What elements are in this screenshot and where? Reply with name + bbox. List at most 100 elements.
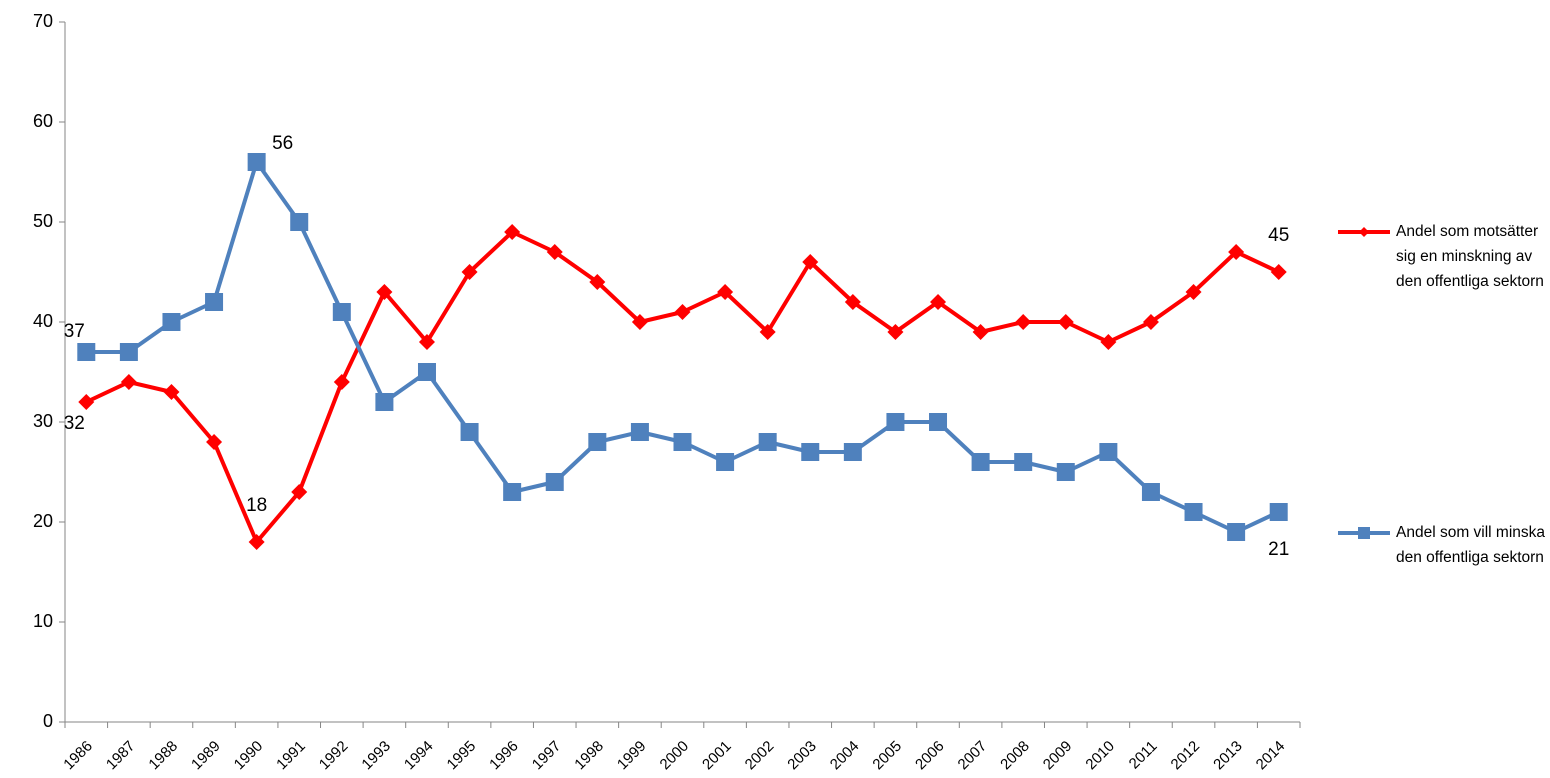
- marker: [162, 313, 181, 331]
- marker: [1227, 523, 1246, 541]
- marker: [716, 453, 735, 471]
- marker: [119, 343, 138, 361]
- x-tick-label: 1993: [358, 738, 394, 774]
- x-tick-label: 1994: [401, 738, 437, 774]
- marker: [163, 384, 180, 400]
- x-tick-label: 1998: [571, 738, 607, 774]
- marker: [291, 484, 308, 500]
- x-tick-label: 1990: [231, 738, 267, 774]
- x-tick-label: 2005: [869, 738, 905, 774]
- marker: [759, 324, 776, 340]
- y-tick-label: 10: [33, 611, 53, 631]
- marker: [886, 413, 905, 431]
- marker: [417, 363, 436, 381]
- marker: [717, 284, 734, 300]
- x-tick-label: 1989: [188, 738, 224, 774]
- x-tick-label: 2004: [827, 738, 863, 774]
- marker: [929, 413, 948, 431]
- marker: [673, 433, 692, 451]
- marker: [1185, 284, 1202, 300]
- y-tick-label: 70: [33, 11, 53, 31]
- marker: [1099, 443, 1118, 461]
- x-tick-label: 1996: [486, 738, 522, 774]
- x-tick-label: 2008: [997, 738, 1033, 774]
- y-tick-label: 0: [43, 711, 53, 731]
- marker: [333, 374, 350, 390]
- data-label: 37: [64, 321, 85, 342]
- marker: [588, 433, 607, 451]
- x-tick-label: 2002: [742, 738, 778, 774]
- marker: [376, 284, 393, 300]
- x-tick-label: 2006: [912, 738, 948, 774]
- x-tick-label: 2012: [1168, 738, 1204, 774]
- x-tick-label: 2011: [1126, 738, 1161, 773]
- marker: [77, 343, 96, 361]
- marker: [674, 304, 691, 320]
- x-tick-label: 2007: [955, 738, 991, 774]
- y-tick-label: 50: [33, 211, 53, 231]
- x-tick-label: 2009: [1040, 738, 1076, 774]
- marker: [290, 213, 309, 231]
- marker: [247, 153, 266, 171]
- y-tick-label: 40: [33, 311, 53, 331]
- x-tick-label: 2001: [699, 738, 735, 774]
- x-tick-label: 1991: [273, 738, 309, 774]
- y-tick-label: 20: [33, 511, 53, 531]
- x-tick-label: 1992: [316, 738, 352, 774]
- x-tick-label: 2014: [1253, 738, 1289, 774]
- data-label: 18: [246, 495, 267, 516]
- marker: [504, 224, 521, 240]
- data-label: 32: [64, 413, 85, 434]
- marker: [758, 433, 777, 451]
- marker: [631, 314, 648, 330]
- legend-label: Andel som vill minska den offentliga sek…: [1396, 524, 1546, 566]
- marker: [375, 393, 394, 411]
- marker: [1100, 334, 1117, 350]
- marker: [206, 434, 223, 450]
- x-tick-label: 1988: [145, 738, 181, 774]
- marker: [887, 324, 904, 340]
- marker: [248, 534, 265, 550]
- marker: [1056, 463, 1075, 481]
- marker: [1014, 453, 1033, 471]
- marker: [546, 244, 563, 260]
- marker: [120, 374, 137, 390]
- marker: [972, 324, 989, 340]
- marker: [78, 394, 95, 410]
- marker: [1057, 314, 1074, 330]
- legend-marker: [1358, 527, 1370, 539]
- y-tick-label: 30: [33, 411, 53, 431]
- marker: [1270, 264, 1287, 280]
- x-tick-label: 1987: [103, 738, 139, 774]
- legend-marker: [1359, 227, 1369, 237]
- marker: [1142, 314, 1159, 330]
- series-line: [86, 160, 1280, 534]
- marker: [1141, 483, 1160, 501]
- x-tick-label: 2000: [657, 738, 693, 774]
- marker: [418, 334, 435, 350]
- x-tick-label: 2003: [784, 738, 820, 774]
- marker: [1269, 503, 1288, 521]
- marker: [801, 443, 820, 461]
- data-label: 21: [1268, 539, 1289, 560]
- marker: [1015, 314, 1032, 330]
- x-tick-label: 2010: [1082, 738, 1118, 774]
- marker: [802, 254, 819, 270]
- marker: [843, 443, 862, 461]
- marker: [971, 453, 990, 471]
- marker: [589, 274, 606, 290]
- data-label: 56: [272, 133, 293, 154]
- x-tick-label: 1999: [614, 738, 650, 774]
- marker: [1228, 244, 1245, 260]
- marker: [332, 303, 351, 321]
- marker: [503, 483, 522, 501]
- marker: [545, 473, 564, 491]
- legend-label: Andel som motsätter sig en minskning av …: [1396, 223, 1544, 290]
- x-tick-label: 1997: [529, 738, 565, 774]
- marker: [1184, 503, 1203, 521]
- marker: [930, 294, 947, 310]
- marker: [460, 423, 479, 441]
- marker: [630, 423, 649, 441]
